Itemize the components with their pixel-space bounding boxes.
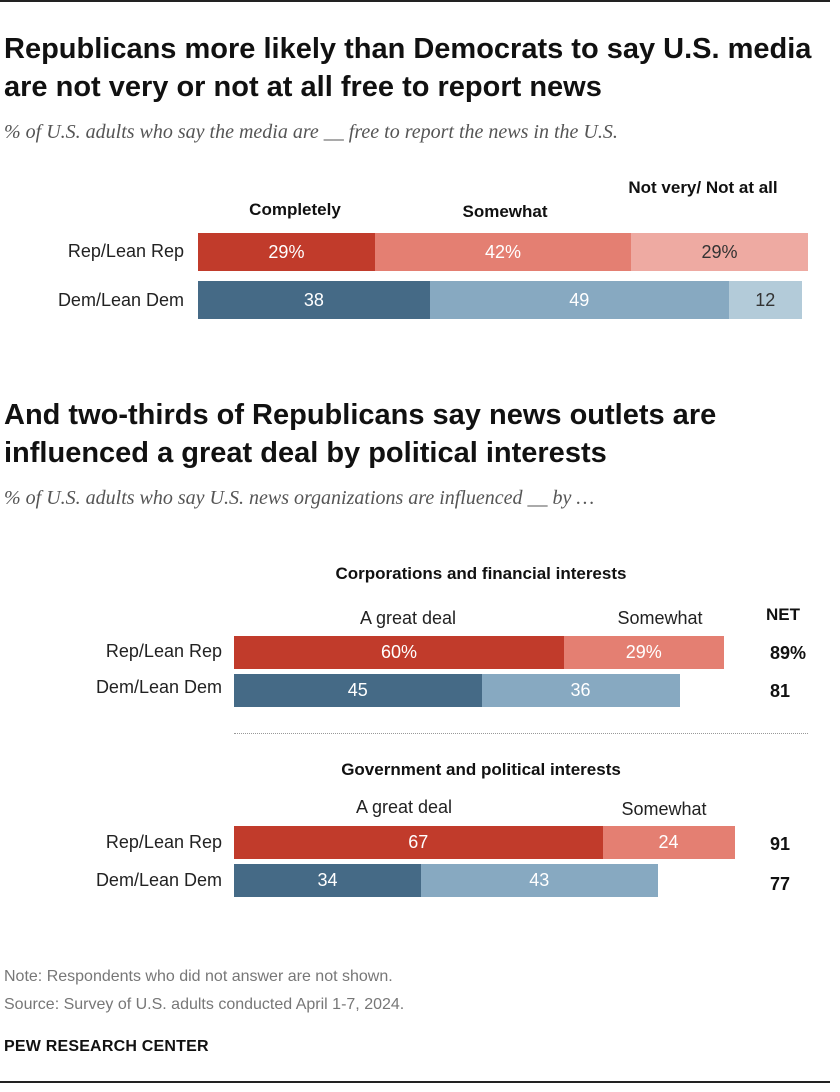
c3-segment-rep-somewhat: 24 bbox=[602, 826, 735, 859]
g2-net-rep: 91 bbox=[770, 834, 791, 854]
g2-col-somewhat: Somewhat bbox=[621, 799, 707, 819]
g2-col-great-deal: A great deal bbox=[355, 797, 453, 817]
g2-net-dem: 77 bbox=[770, 874, 791, 894]
chart1-bar-dem: 38 49 12 bbox=[198, 281, 802, 319]
c3-segment-rep-great-deal: 67 bbox=[234, 826, 603, 859]
g1-net-rep: 89% bbox=[770, 643, 807, 663]
c1-segment-rep-somewhat: 42% bbox=[374, 233, 632, 271]
g1-row-label-rep: Rep/Lean Rep bbox=[105, 641, 222, 661]
c3-segment-dem-great-deal: 34 bbox=[234, 864, 421, 897]
chart2-bar-dem: 45 36 bbox=[234, 674, 680, 707]
col-header-completely: Completely bbox=[249, 200, 341, 219]
c1-segment-rep-great-deal: 29% bbox=[198, 233, 375, 271]
top-rule bbox=[0, 0, 830, 2]
c3-segment-dem-somewhat: 43 bbox=[421, 864, 658, 897]
chart3-bar-dem: 34 43 bbox=[234, 864, 658, 897]
chart1-bar-rep: 29% 42% 29% bbox=[198, 233, 808, 271]
c2-segment-dem-somewhat: 36 bbox=[481, 674, 680, 707]
col-header-not-very: Not very/ Not at all bbox=[628, 178, 778, 197]
c1-segment-rep-not-very: 29% bbox=[631, 233, 808, 271]
g1-row-label-dem: Dem/Lean Dem bbox=[95, 677, 222, 697]
section1-title: Republicans more likely than Democrats t… bbox=[4, 33, 812, 103]
brand-logo-text: PEW RESEARCH CENTER bbox=[4, 1038, 209, 1055]
c2-segment-dem-great-deal: 45 bbox=[234, 674, 482, 707]
g2-row-label-dem: Dem/Lean Dem bbox=[95, 870, 222, 890]
section2-title: And two-thirds of Republicans say news o… bbox=[4, 399, 717, 469]
net-header: NET bbox=[766, 605, 800, 624]
g1-net-dem: 81 bbox=[770, 681, 791, 701]
chart3-bar-rep: 67 24 bbox=[234, 826, 735, 859]
c1-segment-dem-not-very: 12 bbox=[728, 281, 802, 319]
c2-segment-rep-great-deal: 60% bbox=[234, 636, 564, 669]
footer-source: Source: Survey of U.S. adults conducted … bbox=[4, 996, 405, 1013]
c1-segment-dem-great-deal: 38 bbox=[198, 281, 430, 319]
chart2-bar-rep: 60% 29% bbox=[234, 636, 724, 669]
row-label-dem: Dem/Lean Dem bbox=[57, 290, 184, 310]
group-title-corporations: Corporations and financial interests bbox=[335, 564, 627, 583]
row-label-rep: Rep/Lean Rep bbox=[67, 241, 184, 261]
section2-subtitle: % of U.S. adults who say U.S. news organ… bbox=[4, 487, 595, 509]
g1-col-great-deal: A great deal bbox=[359, 608, 457, 628]
group-divider bbox=[234, 733, 808, 734]
col-header-somewhat: Somewhat bbox=[462, 202, 548, 221]
footer-note: Note: Respondents who did not answer are… bbox=[4, 968, 393, 985]
group-title-government: Government and political interests bbox=[341, 760, 621, 779]
section1-subtitle: % of U.S. adults who say the media are _… bbox=[4, 121, 618, 143]
g2-row-label-rep: Rep/Lean Rep bbox=[105, 832, 222, 852]
g1-col-somewhat: Somewhat bbox=[617, 608, 703, 628]
bottom-rule bbox=[0, 1081, 830, 1083]
c2-segment-rep-somewhat: 29% bbox=[564, 636, 724, 669]
c1-segment-dem-somewhat: 49 bbox=[429, 281, 729, 319]
